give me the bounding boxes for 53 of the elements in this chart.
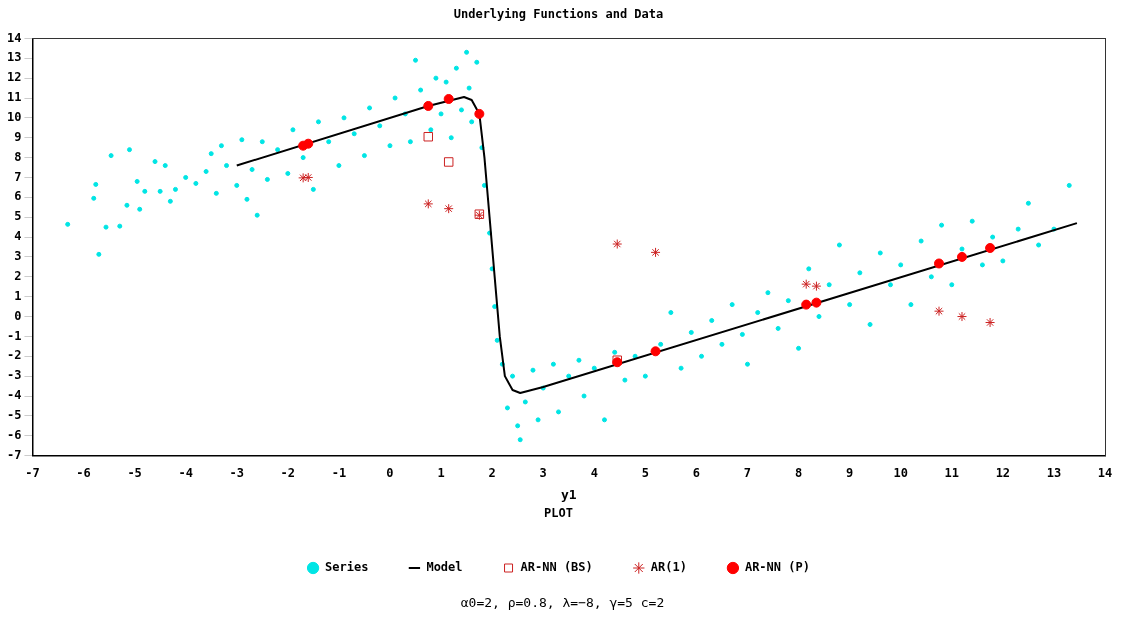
y-tick-label: 10 — [7, 109, 22, 124]
x-tick-label: 12 — [995, 465, 1011, 480]
y-tick-label: 6 — [14, 189, 22, 204]
y-tick-label: 7 — [14, 169, 22, 184]
x-tick-label: 2 — [488, 465, 496, 480]
x-tick-label: 6 — [692, 465, 701, 480]
x-tick-label: -3 — [229, 465, 244, 480]
x-tick-label: -5 — [127, 465, 142, 480]
y-tick-label: 4 — [14, 229, 22, 244]
x-tick-label: -7 — [25, 465, 40, 480]
x-tick-label: 5 — [641, 465, 649, 480]
x-tick-label: 1 — [437, 465, 445, 480]
y-tick-label: 8 — [14, 149, 22, 164]
legend-label: AR-NN (BS) — [520, 560, 593, 575]
x-tick-label: 4 — [590, 465, 598, 480]
y-tick-label: 11 — [7, 90, 22, 105]
y-tick-label: 13 — [7, 50, 22, 65]
y-tick-label: 0 — [14, 308, 22, 323]
x-tick-label: 14 — [1097, 465, 1113, 480]
y-tick-label: -2 — [7, 348, 22, 363]
x-tick-label: 8 — [794, 465, 803, 480]
x-tick-label: 11 — [944, 465, 960, 480]
x-tick-label: 10 — [893, 465, 908, 480]
y-tick-label: -1 — [7, 328, 22, 343]
text: α0=2, ρ=0.8, λ=−8, γ=5 c=2 — [460, 595, 665, 611]
x-tick-label: -2 — [280, 465, 296, 480]
legend-title: PLOT — [544, 505, 573, 520]
x-tick-label: 0 — [386, 465, 394, 480]
y-tick-label: -5 — [7, 407, 22, 422]
legend-label: Model — [426, 560, 463, 575]
legend-label: AR-NN (P) — [744, 560, 810, 575]
y-tick-label: -3 — [7, 368, 22, 383]
y-tick-label: 14 — [7, 30, 22, 45]
x-tick-label: -6 — [76, 465, 91, 480]
y-tick-label: -4 — [7, 388, 22, 403]
x-tick-label: -4 — [178, 465, 193, 480]
y-tick-label: -7 — [7, 447, 22, 462]
chart-title: Underlying Functions and Data — [453, 7, 664, 22]
y-tick-label: 1 — [14, 288, 22, 303]
legend-label: AR(1) — [650, 560, 687, 575]
x-tick-label: 3 — [539, 465, 547, 480]
y-tick-label: 12 — [7, 70, 22, 85]
x-tick-label: 9 — [846, 465, 854, 480]
y-tick-label: -6 — [7, 427, 22, 442]
legend-label: Series — [325, 560, 369, 575]
x-tick-label: -1 — [331, 465, 347, 480]
y-tick-label: 9 — [14, 129, 22, 144]
y-tick-label: 5 — [14, 209, 22, 224]
y-tick-label: 2 — [14, 268, 22, 283]
y-tick-label: 3 — [14, 249, 22, 264]
x-tick-label: 7 — [743, 465, 752, 480]
x-tick-label: 13 — [1046, 465, 1062, 480]
x-axis-title: y1 — [560, 487, 577, 503]
